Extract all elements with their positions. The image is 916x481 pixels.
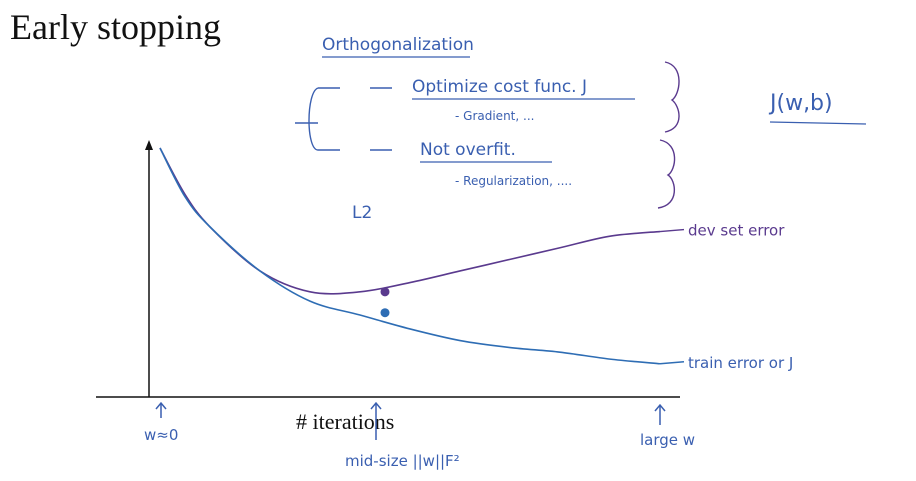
train-error-line: [159, 147, 661, 365]
annotation-end: large w: [640, 403, 695, 449]
note-l2: L2: [352, 203, 372, 223]
dev-error-line: [159, 147, 661, 295]
note-cost-function: J(w,b): [768, 91, 833, 116]
y-axis-arrow: [145, 140, 153, 150]
x-axis-label: # iterations: [296, 409, 394, 434]
annotation-start: w≈0: [144, 401, 178, 444]
note-gradient: - Gradient, ...: [455, 109, 534, 123]
note-not-overfit: Not overfit.: [420, 140, 516, 160]
dev-error-label: dev set error: [688, 222, 785, 240]
up-arrow-icon: [155, 401, 167, 418]
note-underline: [769, 121, 867, 125]
train-error-marker: [380, 308, 390, 318]
note-optimize: Optimize cost func. J: [412, 77, 587, 97]
brace-icon: [657, 139, 676, 209]
note-orthogonalization: Orthogonalization: [322, 35, 474, 55]
series-labels: dev set error train error or J: [659, 222, 793, 372]
series-label-leader: [659, 361, 685, 365]
bracket-icon: [295, 87, 340, 151]
up-arrow-icon: [654, 403, 666, 425]
note-regularization: - Regularization, ....: [455, 174, 572, 188]
annotation-start-text: w≈0: [144, 426, 178, 444]
notes: Orthogonalization Optimize cost func. J …: [295, 35, 867, 223]
brace-icon: [664, 61, 680, 133]
train-error-label: train error or J: [688, 354, 793, 372]
series-label-leader: [659, 228, 685, 233]
dev-error-marker: [380, 287, 390, 297]
series-layer: [159, 147, 661, 365]
annotation-mid: mid-size ||w||F²: [345, 401, 460, 470]
annotation-end-text: large w: [640, 431, 695, 449]
up-arrow-icon: [370, 401, 382, 440]
slide-title: Early stopping: [10, 7, 221, 47]
annotation-mid-text: mid-size ||w||F²: [345, 452, 460, 470]
